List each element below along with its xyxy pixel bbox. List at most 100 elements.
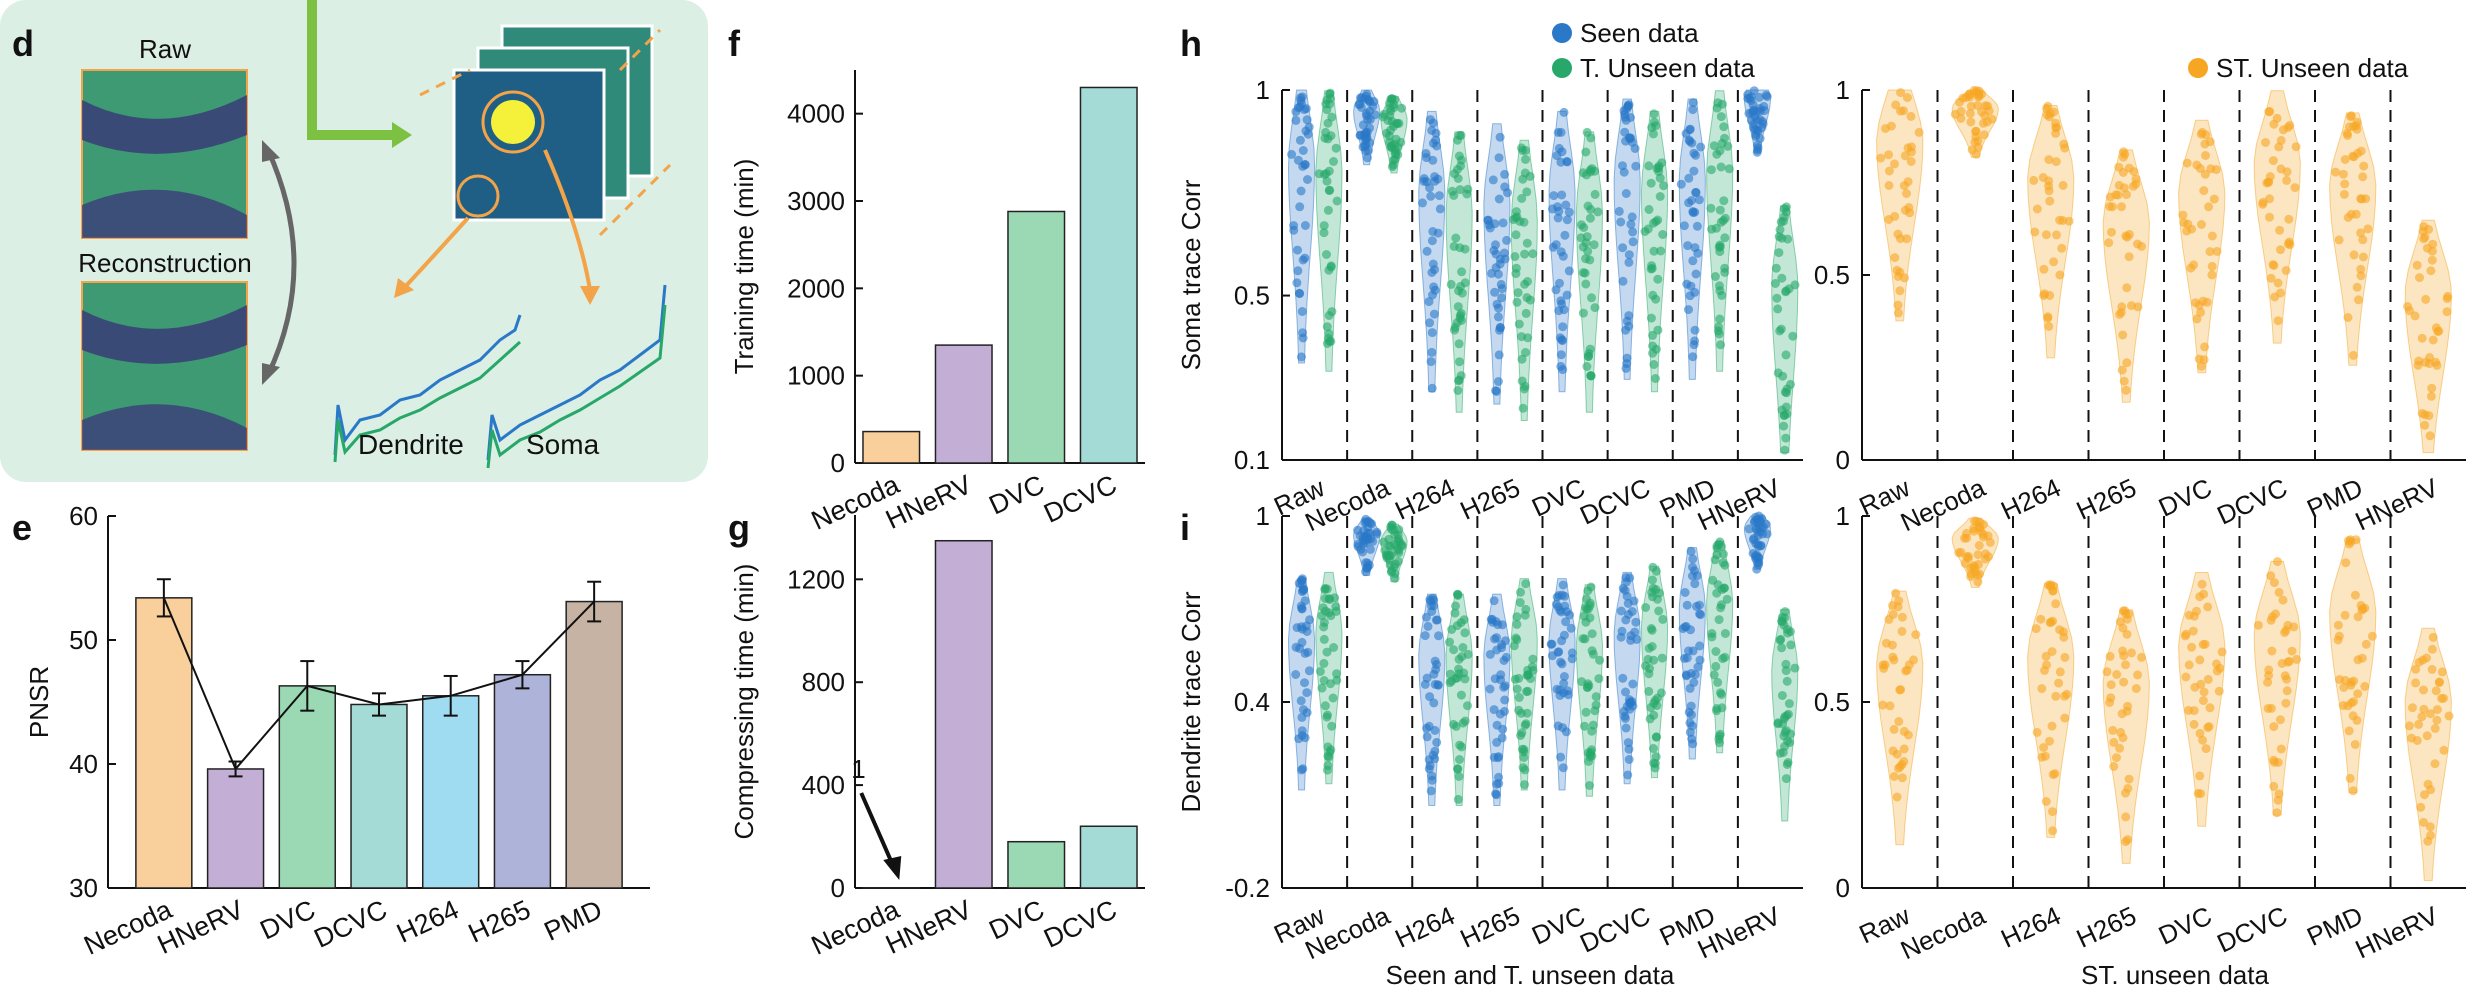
data-point: [1707, 632, 1717, 642]
data-point: [1554, 143, 1564, 153]
data-point: [1585, 598, 1595, 608]
data-point: [2121, 660, 2130, 670]
data-point: [1591, 692, 1601, 702]
data-point: [2207, 270, 2217, 280]
data-point: [1715, 286, 1725, 296]
data-point: [2340, 610, 2350, 620]
data-point: [1500, 169, 1510, 179]
data-point: [1453, 589, 1463, 599]
data-point: [1521, 348, 1530, 357]
y-tick-label: 60: [69, 501, 98, 531]
data-point: [2119, 376, 2129, 386]
data-point: [1617, 626, 1627, 636]
data-point: [1781, 666, 1791, 676]
data-point: [1454, 375, 1464, 385]
data-point: [2354, 295, 2363, 305]
data-point: [2131, 174, 2141, 184]
data-point: [1711, 223, 1721, 233]
data-point: [1493, 312, 1503, 322]
data-point: [2360, 681, 2370, 691]
bar: [1079, 86, 1138, 464]
y-tick-label: 40: [69, 749, 98, 779]
data-point: [1561, 617, 1571, 627]
data-point: [2192, 606, 2201, 616]
bar: [350, 703, 408, 889]
data-point: [1688, 98, 1698, 108]
data-point: [2346, 112, 2356, 122]
data-point: [1517, 194, 1527, 203]
data-point: [1555, 333, 1565, 343]
data-point: [1291, 115, 1301, 125]
x-tick-label: H264: [1390, 472, 1459, 525]
data-point: [1911, 630, 1921, 640]
data-point: [2282, 686, 2292, 696]
data-point: [2434, 678, 2444, 687]
data-point: [1973, 142, 1983, 152]
legend-st-unseen-marker: [2188, 58, 2208, 78]
data-point: [2253, 620, 2263, 630]
data-point: [2292, 654, 2302, 664]
data-point: [1645, 664, 1655, 673]
data-point: [1323, 751, 1333, 761]
data-point: [1683, 241, 1693, 251]
data-point: [1682, 600, 1692, 610]
data-point: [2283, 122, 2293, 132]
x-tick-label: DCVC: [1039, 894, 1121, 954]
raw-image-band: [82, 95, 247, 154]
data-point: [1451, 601, 1460, 611]
violin-st-unseen-data: [2253, 560, 2301, 816]
data-point: [2422, 731, 2432, 741]
data-point: [2058, 180, 2068, 190]
data-point: [2414, 657, 2424, 667]
y-tick-label: 1200: [787, 564, 845, 594]
data-point: [1324, 329, 1334, 339]
data-point: [1430, 656, 1440, 666]
data-point: [1691, 187, 1701, 197]
data-point: [2124, 252, 2134, 262]
data-point: [2198, 696, 2208, 706]
data-point: [1327, 307, 1337, 317]
data-point: [1323, 761, 1333, 770]
data-point: [1360, 518, 1370, 528]
data-point: [1647, 264, 1657, 273]
bar: [1007, 210, 1066, 464]
data-point: [1301, 126, 1311, 136]
data-point: [2422, 243, 2432, 253]
data-point: [1323, 205, 1333, 215]
data-point: [2048, 770, 2058, 780]
data-point: [1295, 202, 1305, 212]
data-point: [2109, 762, 2119, 771]
data-point: [1326, 262, 1336, 272]
data-point: [2199, 687, 2209, 697]
data-point: [1393, 557, 1403, 566]
data-point: [1890, 159, 1899, 169]
data-point: [1625, 698, 1635, 708]
y-tick-label: 3000: [787, 186, 845, 216]
data-point: [1690, 670, 1700, 680]
data-point: [2186, 263, 2196, 273]
data-point: [1553, 127, 1563, 137]
data-point: [1325, 185, 1335, 195]
data-point: [2289, 622, 2299, 632]
data-point: [1783, 736, 1792, 746]
data-point: [2281, 698, 2291, 708]
data-point: [1965, 108, 1975, 118]
data-point: [2044, 155, 2054, 165]
data-point: [1753, 145, 1763, 155]
data-point: [1654, 606, 1664, 616]
data-point: [1718, 558, 1728, 568]
data-point: [2363, 224, 2373, 234]
data-point: [2051, 157, 2061, 167]
data-point: [1332, 196, 1342, 206]
data-point: [1385, 111, 1395, 121]
data-point: [2048, 807, 2057, 817]
data-point: [1644, 205, 1654, 214]
data-point: [2105, 202, 2115, 211]
data-point: [1880, 660, 1890, 670]
data-point: [1888, 652, 1898, 662]
data-point: [2291, 142, 2301, 152]
data-point: [1785, 627, 1795, 637]
data-point: [1298, 586, 1308, 596]
data-point: [1624, 257, 1634, 267]
data-point: [1621, 189, 1631, 198]
